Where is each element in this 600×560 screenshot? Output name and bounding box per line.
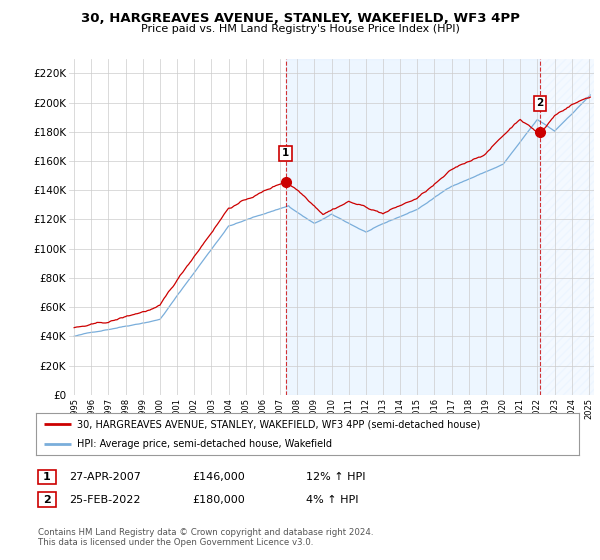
Text: 27-APR-2007: 27-APR-2007 (69, 472, 141, 482)
Text: £146,000: £146,000 (192, 472, 245, 482)
Text: 2: 2 (536, 99, 544, 109)
Bar (286, 59, 540, 395)
Text: 30, HARGREAVES AVENUE, STANLEY, WAKEFIELD, WF3 4PP: 30, HARGREAVES AVENUE, STANLEY, WAKEFIEL… (80, 12, 520, 25)
Text: 30, HARGREAVES AVENUE, STANLEY, WAKEFIELD, WF3 4PP (semi-detached house): 30, HARGREAVES AVENUE, STANLEY, WAKEFIEL… (77, 419, 480, 430)
Text: 1: 1 (282, 148, 289, 158)
Text: 4% ↑ HPI: 4% ↑ HPI (306, 494, 359, 505)
Text: HPI: Average price, semi-detached house, Wakefield: HPI: Average price, semi-detached house,… (77, 439, 332, 449)
Text: Contains HM Land Registry data © Crown copyright and database right 2024.
This d: Contains HM Land Registry data © Crown c… (38, 528, 373, 547)
Text: Price paid vs. HM Land Registry's House Price Index (HPI): Price paid vs. HM Land Registry's House … (140, 24, 460, 34)
Text: 1: 1 (43, 472, 50, 482)
Text: 2: 2 (43, 494, 50, 505)
Text: 12% ↑ HPI: 12% ↑ HPI (306, 472, 365, 482)
Text: £180,000: £180,000 (192, 494, 245, 505)
Text: 25-FEB-2022: 25-FEB-2022 (69, 494, 140, 505)
Bar (540, 59, 600, 395)
